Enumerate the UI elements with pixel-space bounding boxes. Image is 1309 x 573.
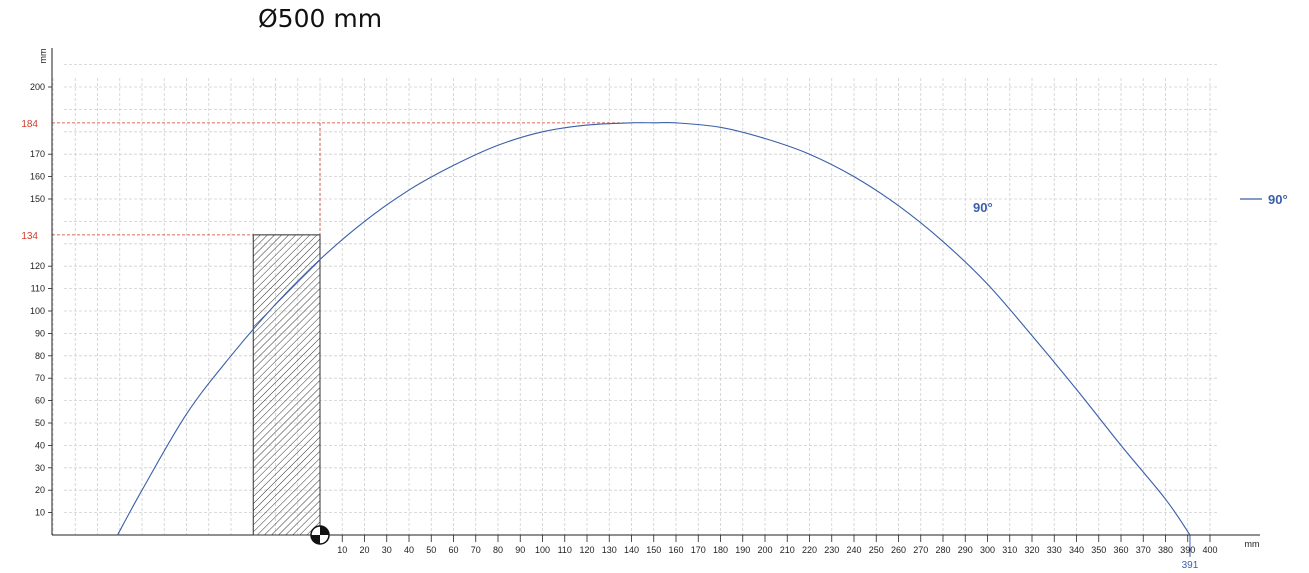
x-tick-label: 200 (757, 545, 772, 555)
y-tick-label: 40 (35, 440, 45, 450)
x-tick-label: 240 (846, 545, 861, 555)
x-tick-label: 40 (404, 545, 414, 555)
x-tick-label: 250 (869, 545, 884, 555)
grid (52, 64, 1218, 535)
x-tick-label: 370 (1136, 545, 1151, 555)
origin-quadrant (311, 535, 320, 544)
x-tick-label: 170 (691, 545, 706, 555)
labels: mm mm 184 134 90° 391 (21, 49, 1259, 572)
y-tick-label: 30 (35, 463, 45, 473)
chart-title: Ø500 mm (258, 4, 383, 33)
y-tick-label: 100 (30, 306, 45, 316)
y-tick-label: 120 (30, 261, 45, 271)
x-tick-label: 190 (735, 545, 750, 555)
x-tick-label: 400 (1202, 545, 1217, 555)
x-tick-label: 110 (558, 545, 572, 555)
y-tick-label: 200 (30, 82, 45, 92)
y-axis-label: mm (38, 49, 48, 64)
x-tick-label: 50 (426, 545, 436, 555)
x-tick-label: 10 (337, 545, 347, 555)
marker-lines (52, 122, 1191, 557)
curve-label: 90° (973, 200, 993, 215)
y-tick-label: 160 (30, 172, 45, 182)
y-tick-label: 50 (35, 418, 45, 428)
x-tick-label: 160 (668, 545, 683, 555)
origin-quadrant (320, 526, 329, 535)
y-tick-label: 60 (35, 396, 45, 406)
x-tick-label: 280 (935, 545, 950, 555)
y-tick-label: 170 (30, 149, 45, 159)
y-tick-label: 80 (35, 351, 45, 361)
x-tick-label: 60 (448, 545, 458, 555)
y-tick-label: 70 (35, 373, 45, 383)
y-tick-label: 150 (30, 194, 45, 204)
x-axis-label: mm (1245, 539, 1260, 549)
series-layer (117, 121, 1191, 536)
x-tick-label: 310 (1002, 545, 1017, 555)
hatched-box-layer (252, 234, 321, 536)
x-tick-label: 270 (913, 545, 928, 555)
x-tick-label: 260 (891, 545, 906, 555)
y-tick-label: 90 (35, 328, 45, 338)
x-tick-label: 150 (646, 545, 661, 555)
x-tick-label: 290 (958, 545, 973, 555)
x-tick-label: 350 (1091, 545, 1106, 555)
x-tick-label: 90 (515, 545, 525, 555)
x-tick-label: 180 (713, 545, 728, 555)
legend: 90° (1240, 192, 1288, 207)
x-tick-label: 30 (382, 545, 392, 555)
x-tick-label: 130 (602, 545, 617, 555)
y-tick-label: 20 (35, 485, 45, 495)
series-line (117, 121, 1191, 536)
x-tick-label: 330 (1047, 545, 1062, 555)
x-tick-label: 340 (1069, 545, 1084, 555)
x-tick-label: 320 (1024, 545, 1039, 555)
x-tick-label: 360 (1113, 545, 1128, 555)
origin-marker-icon (310, 525, 330, 545)
legend-label: 90° (1268, 192, 1288, 207)
y-tick-label: 110 (31, 284, 45, 294)
x-tick-label: 80 (493, 545, 503, 555)
x-tick-label: 140 (624, 545, 639, 555)
x-tick-label: 20 (359, 545, 369, 555)
marker-label: 134 (21, 231, 38, 242)
x-tick-label: 210 (780, 545, 795, 555)
axes: 10 20 30 40 50 60 70 80 90 100 110 120 130 140 150 160 1… (30, 48, 1260, 555)
x-tick-label: 120 (579, 545, 594, 555)
x-tick-label: 390 (1180, 545, 1195, 555)
x-tick-label: 70 (471, 545, 481, 555)
end-marker-label: 391 (1182, 560, 1199, 571)
x-tick-label: 300 (980, 545, 995, 555)
x-tick-label: 380 (1158, 545, 1173, 555)
x-tick-label: 220 (802, 545, 817, 555)
marker-label: 184 (21, 119, 38, 130)
x-tick-label: 100 (535, 545, 550, 555)
hatched-box (252, 234, 321, 536)
x-tick-label: 230 (824, 545, 839, 555)
y-tick-label: 10 (35, 508, 45, 518)
